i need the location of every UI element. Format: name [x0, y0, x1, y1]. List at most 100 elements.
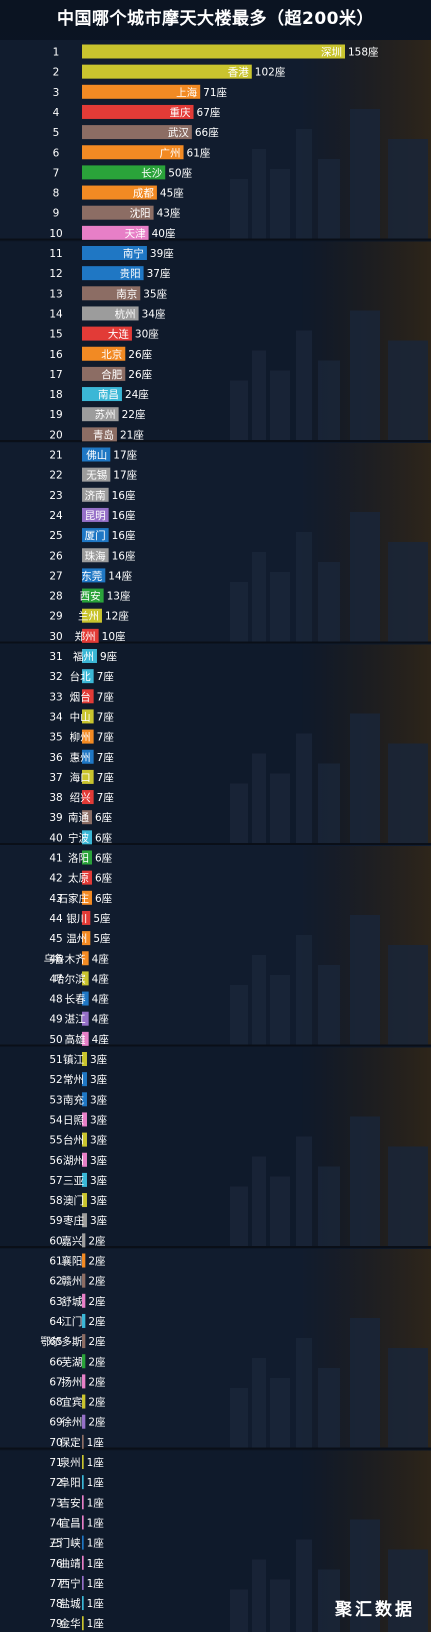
building-silhouette [388, 139, 428, 239]
rank-label: 9 [53, 208, 60, 220]
bar [82, 749, 94, 764]
rank-label: 11 [49, 248, 62, 260]
building-silhouette [230, 179, 248, 239]
building-silhouette [388, 743, 428, 844]
value-label: 4座 [92, 952, 109, 965]
rank-label: 40 [49, 832, 62, 844]
bar [82, 1374, 86, 1389]
value-label: 43座 [157, 207, 181, 220]
value-label: 1座 [87, 1496, 104, 1509]
value-label: 4座 [92, 993, 109, 1006]
city-label: 济南 [85, 489, 106, 502]
rank-label: 36 [49, 752, 63, 764]
city-label: 南京 [116, 287, 137, 300]
rank-label: 12 [49, 268, 62, 280]
bar [82, 669, 94, 684]
city-label: 南昌 [98, 388, 119, 401]
rank-label: 6 [53, 147, 60, 159]
city-label: 长沙 [141, 167, 162, 179]
rank-label: 13 [49, 288, 62, 300]
value-label: 10座 [102, 630, 126, 643]
bar [82, 286, 141, 301]
bar [82, 649, 97, 663]
bar [82, 1616, 84, 1631]
bar [82, 689, 94, 704]
bar [82, 1434, 84, 1449]
value-label: 12座 [105, 610, 129, 623]
value-label: 7座 [97, 690, 114, 703]
value-label: 17座 [113, 449, 137, 462]
rank-label: 21 [49, 450, 62, 462]
rank-label: 58 [49, 1195, 62, 1207]
bar [82, 447, 111, 462]
bar [82, 769, 94, 784]
value-label: 6座 [95, 852, 112, 865]
bar [82, 507, 109, 522]
rank-label: 27 [49, 570, 62, 582]
value-label: 2座 [88, 1295, 105, 1308]
city-label: 高雄 [65, 1033, 86, 1046]
value-label: 16座 [112, 549, 136, 562]
bar [82, 1414, 86, 1429]
bar [82, 729, 94, 744]
rank-label: 52 [49, 1074, 62, 1086]
bar [82, 1455, 84, 1469]
bar [82, 1011, 89, 1026]
rank-label: 74 [49, 1517, 63, 1529]
value-label: 37座 [147, 267, 171, 280]
rank-label: 44 [49, 913, 63, 925]
rank-label: 68 [49, 1397, 62, 1409]
rank-label: 42 [49, 873, 62, 885]
bar [82, 709, 94, 724]
value-label: 2座 [88, 1355, 105, 1368]
city-label: 西宁 [60, 1577, 81, 1590]
city-label: 澳门 [63, 1194, 84, 1207]
building-silhouette [318, 965, 340, 1045]
rank-label: 43 [49, 893, 62, 905]
value-label: 3座 [90, 1073, 107, 1086]
rank-label: 69 [49, 1417, 62, 1429]
bar [82, 165, 166, 180]
value-label: 16座 [112, 529, 136, 542]
building-silhouette [230, 985, 248, 1045]
building-silhouette [252, 1358, 266, 1448]
rank-label: 25 [49, 530, 62, 542]
rank-label: 79 [49, 1618, 62, 1630]
city-label: 福州 [73, 650, 94, 663]
rank-label: 32 [49, 671, 62, 683]
bar [82, 387, 122, 402]
city-label: 徐州 [61, 1416, 82, 1429]
city-label: 枣庄 [63, 1214, 84, 1227]
value-label: 1座 [87, 1577, 104, 1590]
bar [82, 1313, 86, 1328]
city-label: 温州 [66, 933, 87, 945]
bar [82, 487, 109, 502]
building-silhouette [388, 542, 428, 642]
rank-label: 49 [49, 1014, 62, 1026]
city-label: 香港 [228, 67, 249, 79]
city-label: 南充 [63, 1093, 84, 1106]
building-silhouette [252, 753, 266, 844]
bar [82, 1495, 84, 1510]
value-label: 13座 [107, 590, 131, 603]
rank-label: 51 [49, 1054, 62, 1066]
city-label: 佛山 [86, 449, 107, 462]
bar [82, 407, 119, 422]
value-label: 2座 [88, 1396, 105, 1409]
bar [82, 951, 89, 966]
bar [82, 870, 92, 885]
rank-label: 62 [49, 1276, 62, 1288]
value-label: 35座 [143, 287, 167, 300]
value-label: 26座 [128, 348, 152, 361]
value-label: 7座 [97, 751, 114, 764]
city-label: 太原 [68, 872, 89, 885]
value-label: 66座 [195, 126, 219, 139]
value-label: 2座 [88, 1234, 105, 1247]
city-label: 镇江 [63, 1053, 84, 1066]
building-silhouette [252, 552, 266, 642]
bar [82, 1273, 86, 1288]
value-label: 26座 [128, 368, 152, 381]
building-silhouette [270, 169, 290, 239]
building-silhouette [296, 330, 312, 441]
city-label: 湛江 [65, 1014, 86, 1026]
